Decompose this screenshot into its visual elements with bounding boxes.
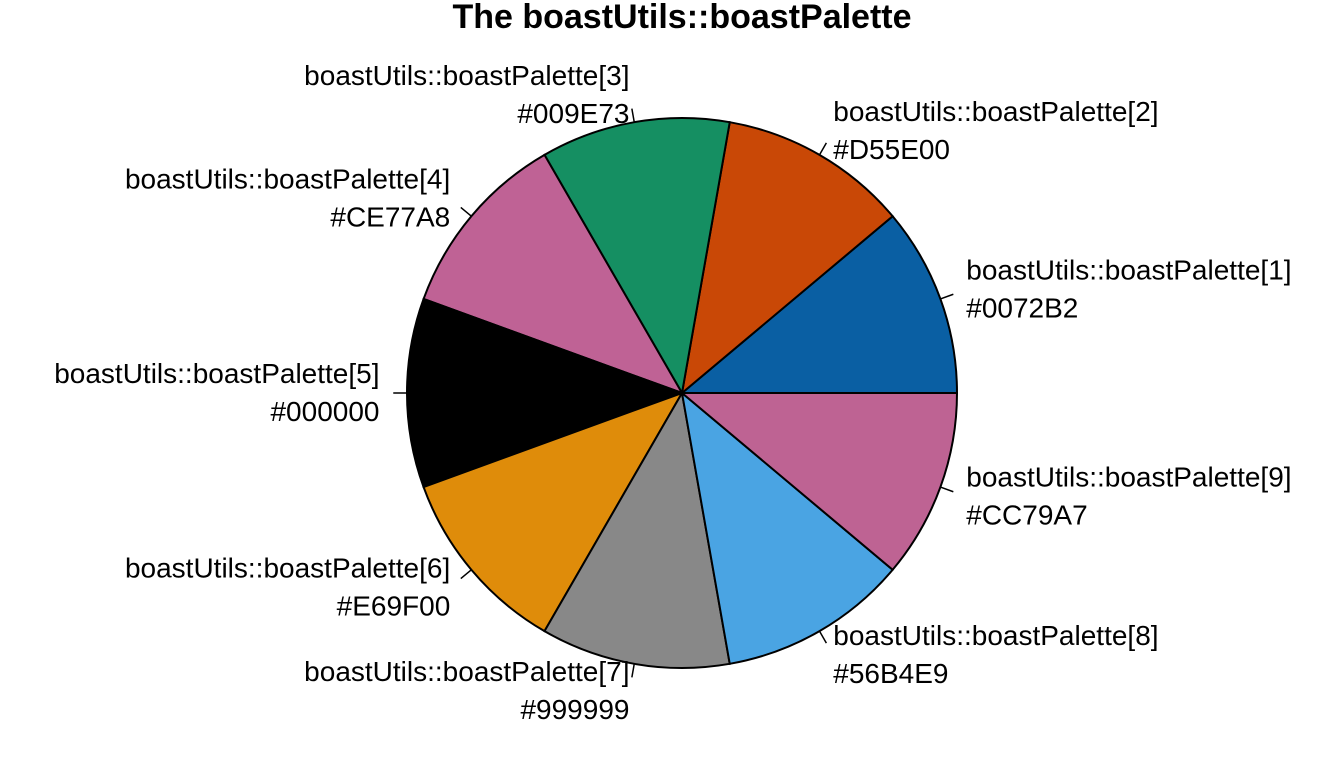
slice-label: boastUtils::boastPalette[9]#CC79A7 [966, 461, 1291, 530]
label-leader-line [818, 630, 828, 644]
slice-label: boastUtils::boastPalette[5]#000000 [54, 358, 379, 427]
slice-label-name: boastUtils::boastPalette[2] [833, 96, 1158, 127]
label-leader-line [460, 206, 472, 217]
slice-label-name: boastUtils::boastPalette[1] [966, 255, 1291, 286]
slice-label: boastUtils::boastPalette[2]#D55E00 [833, 96, 1158, 165]
pie-slice [680, 121, 895, 396]
slice-label: boastUtils::boastPalette[8]#56B4E9 [833, 620, 1158, 689]
slice-label: boastUtils::boastPalette[3]#009E73 [304, 60, 629, 129]
slice-label: boastUtils::boastPalette[4]#CE77A8 [125, 164, 450, 233]
slice-label-name: boastUtils::boastPalette[7] [304, 656, 629, 687]
slice-label-name: boastUtils::boastPalette[8] [833, 620, 1158, 651]
pie-slice [543, 117, 731, 396]
slice-label-name: boastUtils::boastPalette[4] [125, 164, 450, 195]
pie-slice [422, 391, 685, 633]
slice-label: boastUtils::boastPalette[6]#E69F00 [125, 552, 450, 621]
slice-label-name: boastUtils::boastPalette[3] [304, 60, 629, 91]
slice-label-hex: #56B4E9 [833, 658, 948, 689]
slice-label-hex: #999999 [520, 694, 629, 725]
slice-label-hex: #0072B2 [966, 293, 1078, 324]
pie-slice [422, 153, 685, 395]
pie-slice [543, 390, 731, 669]
chart-title: The boastUtils::boastPalette [452, 0, 911, 36]
slice-labels: boastUtils::boastPalette[1] #0072B2boastU… [54, 60, 1291, 725]
slice-label-name: boastUtils::boastPalette[6] [125, 552, 450, 583]
slice-label-hex: #CE77A8 [330, 202, 450, 233]
pie-slice [406, 297, 685, 489]
slice-label: boastUtils::boastPalette[1]#0072B2 [966, 255, 1291, 324]
slice-label: boastUtils::boastPalette[7]#999999 [304, 656, 629, 725]
slice-label-name: boastUtils::boastPalette[5] [54, 358, 379, 389]
slice-label-hex: #000000 [270, 396, 379, 427]
label-leader-lines [393, 108, 954, 678]
slice-label-hex: #009E73 [517, 98, 629, 129]
slice-label-hex: #E69F00 [337, 590, 451, 621]
label-leader-line [818, 142, 828, 156]
label-leader-line [940, 486, 954, 493]
slice-label-hex: #CC79A7 [966, 499, 1087, 530]
pie-slices [406, 117, 959, 669]
slice-label-name: boastUtils::boastPalette[9] [966, 461, 1291, 492]
label-leader-line [460, 569, 472, 580]
label-leader-line [631, 663, 635, 678]
label-leader-line [631, 108, 635, 123]
pie-slice [680, 390, 895, 665]
label-leader-line [940, 293, 954, 300]
slice-label-hex: #D55E00 [833, 134, 950, 165]
